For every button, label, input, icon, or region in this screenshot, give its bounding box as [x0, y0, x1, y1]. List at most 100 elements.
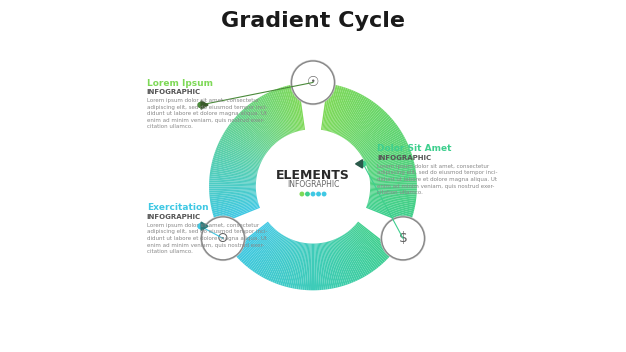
Wedge shape	[354, 226, 388, 260]
Wedge shape	[233, 224, 270, 255]
Circle shape	[311, 192, 315, 196]
Wedge shape	[292, 243, 303, 289]
Wedge shape	[259, 96, 284, 137]
Wedge shape	[213, 202, 259, 218]
Wedge shape	[230, 122, 268, 152]
Text: Lorem ipsum dolor sit amet, consectetur
adipiscing elit, sed do eiusmod tempor i: Lorem ipsum dolor sit amet, consectetur …	[377, 164, 498, 195]
Wedge shape	[367, 151, 411, 168]
Wedge shape	[263, 94, 287, 136]
Wedge shape	[370, 189, 417, 193]
Wedge shape	[332, 88, 350, 133]
Wedge shape	[369, 166, 415, 176]
Wedge shape	[307, 244, 310, 290]
Wedge shape	[209, 190, 256, 195]
Wedge shape	[290, 84, 302, 131]
Wedge shape	[242, 108, 275, 144]
Wedge shape	[305, 243, 309, 290]
Wedge shape	[282, 87, 297, 132]
Wedge shape	[358, 122, 396, 152]
Text: Lorem Ipsum: Lorem Ipsum	[146, 78, 213, 88]
Text: Lorem ipsum dolor sit amet, consectetur
adipiscing elit, sed do eiusmod tempor i: Lorem ipsum dolor sit amet, consectetur …	[146, 223, 267, 254]
Text: Gradient Cycle: Gradient Cycle	[221, 11, 405, 31]
Wedge shape	[227, 126, 267, 154]
Wedge shape	[370, 187, 417, 189]
Wedge shape	[323, 243, 334, 289]
Wedge shape	[270, 91, 290, 134]
Text: INFOGRAPHIC: INFOGRAPHIC	[287, 180, 339, 189]
Polygon shape	[356, 160, 362, 168]
Wedge shape	[336, 239, 356, 282]
Wedge shape	[210, 196, 257, 205]
Wedge shape	[359, 126, 399, 154]
Wedge shape	[369, 172, 416, 180]
Wedge shape	[240, 111, 274, 146]
Wedge shape	[324, 242, 336, 288]
Wedge shape	[282, 241, 297, 286]
Wedge shape	[300, 243, 307, 290]
Circle shape	[361, 162, 366, 166]
Wedge shape	[210, 193, 257, 201]
Wedge shape	[339, 237, 361, 279]
Wedge shape	[238, 226, 272, 260]
Wedge shape	[354, 113, 388, 147]
Wedge shape	[363, 136, 405, 160]
Wedge shape	[327, 241, 340, 287]
Wedge shape	[319, 243, 326, 290]
Wedge shape	[364, 140, 407, 162]
Wedge shape	[369, 162, 414, 174]
Wedge shape	[257, 98, 284, 138]
Wedge shape	[346, 101, 374, 140]
Wedge shape	[369, 168, 416, 177]
Wedge shape	[362, 134, 404, 159]
Wedge shape	[222, 134, 264, 159]
Wedge shape	[211, 198, 257, 209]
Wedge shape	[210, 170, 257, 178]
Wedge shape	[278, 240, 295, 285]
Wedge shape	[244, 229, 276, 265]
Wedge shape	[269, 238, 289, 281]
Wedge shape	[234, 118, 270, 149]
Wedge shape	[361, 131, 402, 157]
Wedge shape	[337, 238, 359, 280]
Wedge shape	[352, 110, 385, 145]
Wedge shape	[297, 83, 305, 130]
Wedge shape	[370, 174, 416, 181]
Wedge shape	[348, 105, 379, 142]
Wedge shape	[331, 240, 348, 285]
Wedge shape	[235, 224, 271, 257]
Wedge shape	[367, 202, 413, 218]
Wedge shape	[367, 156, 413, 170]
Wedge shape	[368, 200, 414, 213]
Wedge shape	[356, 224, 393, 255]
Circle shape	[200, 215, 246, 261]
Text: INFOGRAPHIC: INFOGRAPHIC	[146, 89, 201, 95]
Wedge shape	[209, 180, 256, 184]
Wedge shape	[329, 241, 344, 286]
Wedge shape	[288, 85, 300, 131]
Wedge shape	[320, 243, 327, 290]
Circle shape	[305, 192, 309, 196]
Wedge shape	[276, 240, 294, 284]
Wedge shape	[332, 240, 350, 284]
Wedge shape	[216, 147, 260, 166]
Wedge shape	[346, 102, 376, 141]
Wedge shape	[237, 114, 272, 147]
Wedge shape	[269, 92, 290, 135]
Wedge shape	[257, 235, 284, 275]
Wedge shape	[232, 222, 269, 254]
Wedge shape	[252, 233, 280, 272]
Wedge shape	[256, 99, 282, 139]
Wedge shape	[366, 207, 410, 225]
Circle shape	[198, 224, 203, 229]
Wedge shape	[249, 103, 279, 142]
Circle shape	[381, 217, 424, 260]
Wedge shape	[254, 233, 282, 273]
Wedge shape	[221, 136, 263, 160]
Text: A: A	[307, 109, 319, 124]
Wedge shape	[263, 237, 287, 278]
Wedge shape	[210, 172, 257, 180]
Wedge shape	[272, 239, 292, 283]
Wedge shape	[226, 127, 266, 155]
Wedge shape	[286, 241, 299, 287]
Wedge shape	[209, 187, 256, 189]
